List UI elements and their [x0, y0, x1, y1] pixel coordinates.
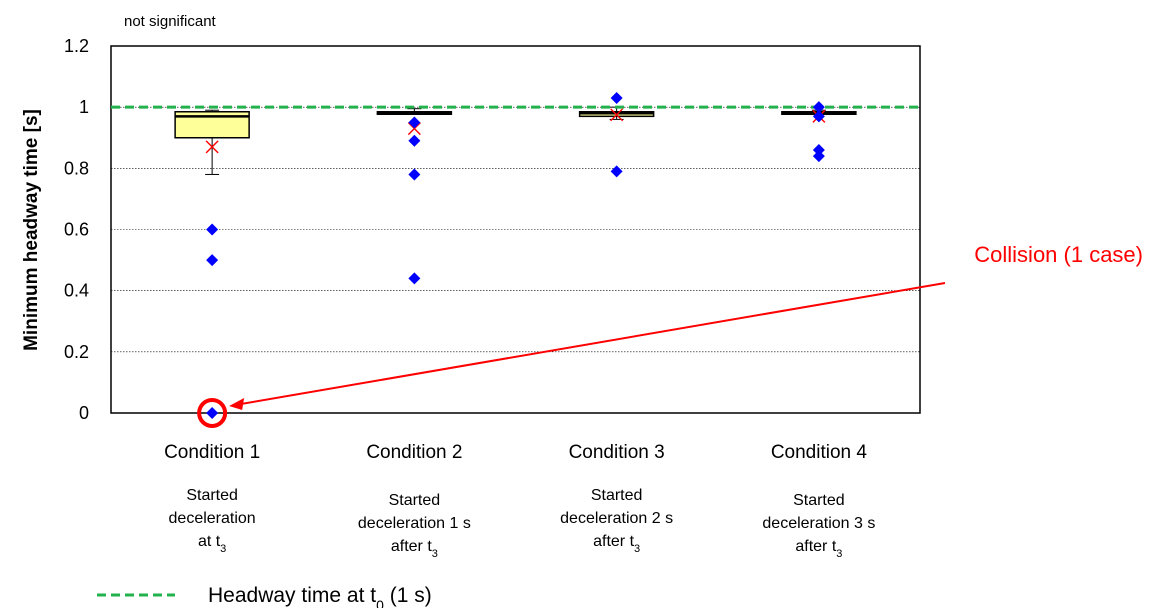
category-label: Condition 4 — [771, 442, 868, 463]
x-category-labels: Condition 1 Started deceleration at t3 Condi… — [164, 442, 875, 560]
data-point — [812, 110, 825, 123]
box-condition-1 — [174, 109, 250, 175]
condition-description: Started — [591, 487, 643, 504]
condition-description: Started — [389, 492, 441, 509]
box-condition-2 — [376, 108, 453, 136]
data-point — [408, 134, 421, 147]
legend: Headway time at t0 (1 s) — [97, 584, 432, 608]
subscript: 0 — [376, 597, 384, 608]
data-point — [812, 143, 825, 156]
condition-description: after t3 — [593, 533, 640, 555]
y-tick-label: 1.2 — [64, 36, 89, 56]
annotation-arrowhead — [229, 398, 245, 410]
data-point — [408, 168, 421, 181]
mean-marker — [407, 122, 421, 136]
data-point — [206, 254, 219, 267]
condition-description: deceleration 2 s — [560, 510, 673, 527]
box-series — [174, 106, 857, 175]
category-label: Condition 2 — [366, 442, 462, 463]
annotation-arrow-line — [234, 282, 946, 406]
mean-marker-stroke — [205, 140, 219, 154]
legend-label: Headway time at t0 (1 s) — [208, 584, 432, 608]
significance-note: not significant — [124, 13, 217, 30]
data-point — [812, 101, 825, 114]
y-tick-label: 0.8 — [64, 158, 89, 178]
outlier-points — [206, 91, 825, 419]
subscript: 3 — [836, 548, 842, 560]
box-condition-3 — [578, 106, 655, 122]
data-point — [408, 116, 421, 129]
condition-description: deceleration 1 s — [358, 515, 471, 532]
mean-marker-stroke — [610, 108, 624, 122]
y-tick-label: 0 — [79, 403, 89, 423]
subscript: 3 — [220, 543, 226, 555]
condition-description: Started — [186, 487, 238, 504]
subscript: 3 — [432, 548, 438, 560]
y-tick-label: 0.2 — [64, 342, 89, 362]
y-tick-label: 1 — [79, 97, 89, 117]
category-label: Condition 3 — [569, 442, 665, 463]
condition-description: after t3 — [391, 538, 438, 560]
condition-description: deceleration 3 s — [762, 515, 875, 532]
collision-annotation: Collision (1 case) — [197, 242, 1143, 428]
legend-label-suffix: (1 s) — [384, 584, 432, 607]
subscript: 3 — [634, 543, 640, 555]
plot-area — [110, 45, 921, 414]
mean-marker-stroke — [407, 122, 421, 136]
mean-marker — [205, 140, 219, 154]
condition-description: Started — [793, 492, 845, 509]
collision-label: Collision (1 case) — [974, 242, 1143, 267]
data-point — [610, 91, 623, 104]
y-tick-label: 0.4 — [64, 281, 89, 301]
data-point — [610, 165, 623, 178]
data-point — [206, 407, 219, 419]
data-point — [812, 150, 825, 163]
gridlines — [111, 106, 920, 353]
mean-marker — [610, 108, 624, 122]
collision-circle — [197, 398, 228, 428]
y-tick-labels: 0 0.2 0.4 0.6 0.8 1 1.2 — [64, 36, 89, 423]
condition-description: after t3 — [795, 538, 842, 560]
y-tick-label: 0.6 — [64, 220, 89, 240]
condition-description: at t3 — [198, 533, 226, 555]
category-label: Condition 1 — [164, 442, 260, 463]
y-axis-label: Minimum headway time [s] — [21, 109, 42, 351]
condition-description: deceleration — [169, 510, 256, 527]
data-point — [408, 272, 421, 285]
data-point — [206, 223, 219, 236]
